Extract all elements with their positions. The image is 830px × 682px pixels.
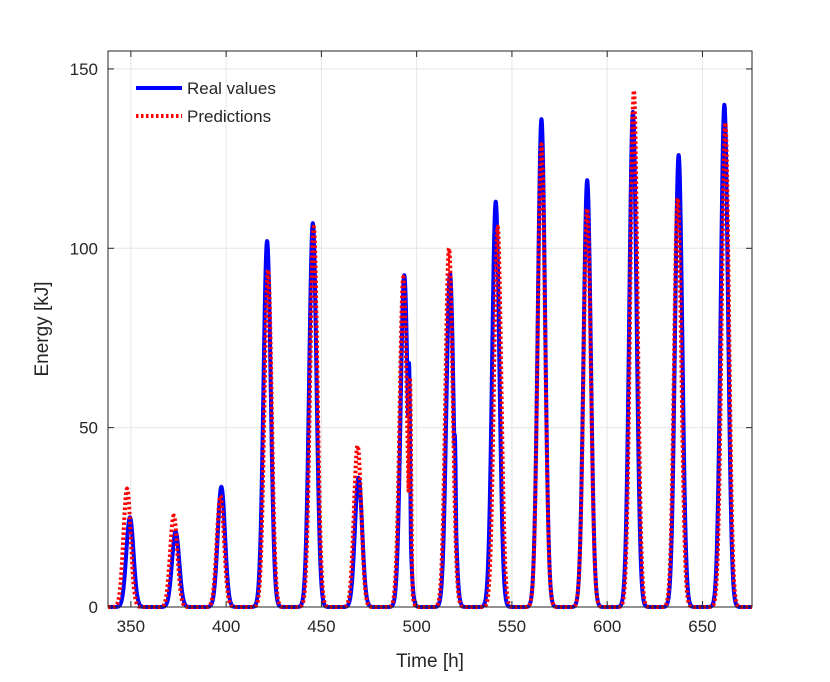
y-tick-label-50: 50 [79, 419, 98, 438]
y-axis-label: Energy [kJ] [32, 281, 53, 376]
ticks: 350 400 450 500 550 600 650 0 50 100 150 [70, 51, 752, 636]
legend-label-predictions: Predictions [187, 107, 271, 126]
x-axis-label: Time [h] [396, 651, 464, 672]
plot-background [108, 51, 752, 607]
y-tick-label-150: 150 [70, 60, 98, 79]
axes-box [107, 50, 753, 608]
legend-label-real-values: Real values [187, 79, 276, 98]
x-tick-label-500: 500 [402, 617, 430, 636]
legend: Real values Predictions [136, 79, 276, 126]
x-tick-label-350: 350 [117, 617, 145, 636]
x-tick-label-650: 650 [688, 617, 716, 636]
x-tick-label-450: 450 [307, 617, 335, 636]
x-tick-label-600: 600 [593, 617, 621, 636]
y-tick-label-100: 100 [70, 239, 98, 258]
y-tick-label-0: 0 [89, 598, 98, 617]
x-tick-label-550: 550 [498, 617, 526, 636]
grid [108, 51, 752, 608]
x-tick-label-400: 400 [212, 617, 240, 636]
